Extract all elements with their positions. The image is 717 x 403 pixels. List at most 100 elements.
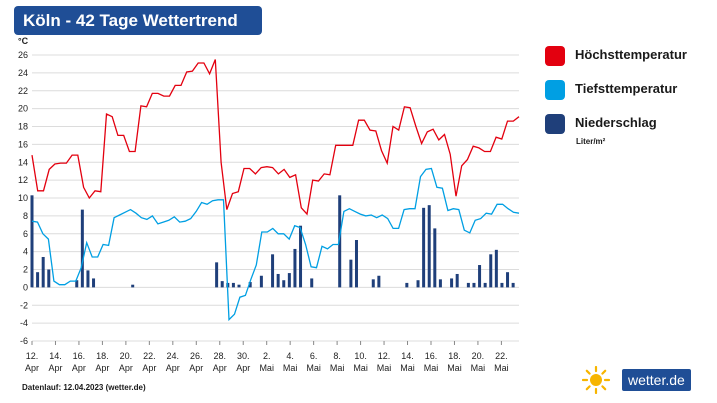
x-tick-day: 12. [26,351,39,361]
precip-bar [478,265,482,288]
precip-bar [293,248,297,288]
precip-bar [354,240,358,288]
precip-bar [36,272,40,288]
x-tick-month: Mai [330,363,345,373]
precip-bar [466,282,470,288]
y-tick-label: -6 [20,336,28,346]
precip-bar [427,205,431,288]
precip-bar [131,284,135,288]
precip-unit: Liter/m² [576,137,606,146]
precip-bar [271,254,275,288]
y-tick-label: -2 [20,300,28,310]
precip-bar [80,209,84,288]
y-tick-label: -4 [20,318,28,328]
y-tick-label: 10 [18,193,28,203]
precip-bar [438,279,442,288]
sun-icon [582,366,611,394]
x-tick-month: Apr [72,363,86,373]
x-tick-month: Mai [259,363,274,373]
grid [32,54,519,342]
x-tick-month: Apr [213,363,227,373]
max-temperature-line [31,59,520,216]
x-tick-month: Mai [283,363,298,373]
precip-bar [455,273,459,288]
x-tick-day: 4. [286,351,294,361]
x-tick-day: 30. [237,351,250,361]
precip-bar [299,225,303,288]
precip-bar [47,269,51,288]
precip-bar [472,282,476,288]
x-tick-month: Apr [95,363,109,373]
precip-bar [416,280,420,288]
y-tick-label: 24 [18,68,28,78]
precipitation-bars [30,195,515,288]
y-tick-label: 20 [18,104,28,114]
y-tick-label: 14 [18,157,28,167]
precip-bar [349,259,353,288]
x-tick-month: Mai [377,363,392,373]
precip-bar [248,282,252,288]
x-axis-ticks: 12. Apr 14. Apr 16. Apr 18. Apr 20. Apr 22. Apr 24. A… [25,341,509,373]
precip-bar [483,282,487,288]
precip-bar [215,262,219,288]
precip-bar [489,254,493,288]
precip-bar [287,273,291,288]
precip-bar [422,207,426,288]
x-tick-month: Apr [189,363,203,373]
x-tick-month: Apr [142,363,156,373]
x-tick-day: 24. [167,351,180,361]
logo-text: wetter.de [622,369,691,391]
legend-swatch-min [545,80,565,100]
x-tick-month: Apr [236,363,250,373]
footer-note: Datenlauf: 12.04.2023 (wetter.de) [22,383,146,392]
precip-bar [500,282,504,288]
precip-bar [237,284,241,288]
x-tick-day: 16. [73,351,86,361]
x-tick-month: Apr [25,363,39,373]
precip-bar [377,275,381,288]
y-tick-label: 8 [23,211,28,221]
x-tick-month: Mai [400,363,415,373]
x-tick-day: 10. [354,351,367,361]
y-tick-label: 26 [18,50,28,60]
logo: wetter.de [582,366,692,394]
y-tick-label: 22 [18,86,28,96]
precip-bar [220,281,224,288]
x-tick-day: 14. [401,351,414,361]
legend-swatch-precip [545,114,565,134]
y-tick-label: 4 [23,247,28,257]
precip-bar [30,195,34,288]
precip-bar [231,282,235,288]
legend-swatch-max [545,46,565,66]
y-tick-label: 0 [23,282,28,292]
x-tick-day: 14. [49,351,62,361]
precip-bar [405,282,409,288]
x-tick-day: 12. [378,351,391,361]
precip-bar [86,270,90,288]
precip-bar [494,249,498,288]
y-tick-label: 2 [23,265,28,275]
min-temperature-line [31,167,520,322]
x-tick-day: 20. [120,351,133,361]
x-tick-month: Mai [447,363,462,373]
precip-bar [450,278,454,288]
precip-bar [75,280,79,288]
x-tick-day: 18. [448,351,461,361]
x-tick-day: 16. [425,351,438,361]
y-tick-label: 16 [18,139,28,149]
x-tick-day: 28. [214,351,227,361]
precip-bar [310,278,314,288]
x-tick-day: 8. [333,351,341,361]
precip-bar [511,282,515,288]
y-axis-unit: °C [18,36,29,46]
x-tick-day: 22. [495,351,508,361]
x-tick-day: 26. [190,351,203,361]
y-tick-label: 12 [18,175,28,185]
precip-bar [338,195,342,288]
precip-bar [506,272,510,288]
precip-bar [92,278,96,288]
x-tick-month: Apr [166,363,180,373]
x-tick-month: Mai [306,363,321,373]
